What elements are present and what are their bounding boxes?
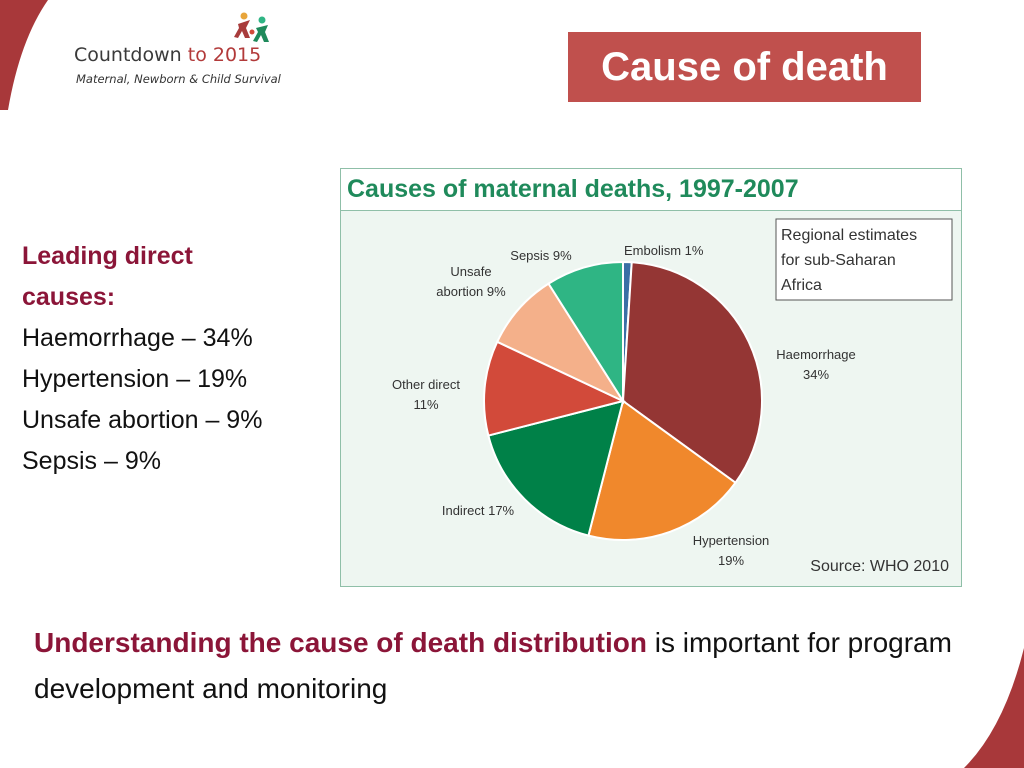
slice-label-indirect: Indirect 17% — [442, 503, 515, 518]
countdown-logo: Countdown to 2015 Maternal, Newborn & Ch… — [74, 10, 304, 90]
slice-label-line: Indirect 17% — [442, 503, 515, 518]
slice-label-line: 19% — [718, 553, 744, 568]
slice-label-line: Hypertension — [693, 533, 770, 548]
slice-label-sepsis: Sepsis 9% — [510, 248, 572, 263]
pie-slice-haemorrhage — [621, 261, 763, 485]
annotation-line: for sub-Saharan — [781, 252, 896, 269]
slice-label-line: 34% — [803, 367, 829, 382]
bottom-statement-emphasis: Understanding the cause of death distrib… — [34, 627, 647, 658]
pie-chart: Embolism 1% Haemorrhage 34% Hypertension 19%… — [392, 218, 953, 575]
leading-causes-heading-line1: Leading direct — [22, 242, 193, 270]
annotation-line: Africa — [781, 277, 822, 294]
leading-causes-panel: Leading direct causes: Haemorrhage – 34%… — [22, 236, 342, 482]
pie-slice-hypertension — [587, 399, 737, 541]
slice-label-line: abortion 9% — [436, 284, 506, 299]
logo-name-part2: to 2015 — [187, 44, 262, 66]
bottom-statement: Understanding the cause of death distrib… — [34, 620, 974, 712]
logo-name: Countdown to 2015 — [74, 44, 261, 66]
corner-decoration-top-left — [0, 0, 48, 110]
logo-name-part1: Countdown — [74, 44, 182, 66]
chart-title: Causes of maternal deaths, 1997-2007 — [341, 169, 961, 211]
leading-cause-item: Haemorrhage – 34% — [22, 324, 253, 352]
pie-slice-unsafe-abortion — [495, 282, 626, 404]
slice-label-line: Embolism 1% — [624, 243, 704, 258]
figures-logo-icon — [234, 12, 269, 42]
bottom-statement-rest: is important for program development and… — [34, 627, 952, 704]
logo-subtitle: Maternal, Newborn & Child Survival — [76, 72, 281, 86]
pie-slice-other-direct — [483, 340, 626, 437]
slice-label-line: Sepsis 9% — [510, 248, 572, 263]
slice-label-line: Other direct — [392, 377, 460, 392]
leading-cause-item: Unsafe abortion – 9% — [22, 406, 263, 434]
leading-cause-item: Sepsis – 9% — [22, 447, 161, 475]
slice-label-line: Haemorrhage — [776, 347, 856, 362]
corner-decoration-bottom-right — [964, 648, 1024, 768]
slice-label-embolism: Embolism 1% — [624, 243, 704, 258]
slice-label-hypertension: Hypertension 19% — [693, 533, 770, 568]
annotation-line: Regional estimates — [781, 227, 917, 244]
slice-label-line: 11% — [413, 397, 438, 412]
slide-title: Cause of death — [568, 32, 921, 102]
slice-label-line: Unsafe — [450, 264, 491, 279]
slice-label-other-direct: Other direct 11% — [392, 377, 460, 412]
leading-cause-item: Hypertension – 19% — [22, 365, 248, 393]
annotation-text: Regional estimates for sub-Saharan Africa — [781, 227, 917, 294]
chart-panel: Embolism 1% Haemorrhage 34% Hypertension 19%… — [340, 168, 962, 587]
pie-slice-sepsis — [547, 260, 624, 405]
pie-slice-indirect — [487, 399, 625, 537]
chart-source: Source: WHO 2010 — [810, 558, 949, 575]
leading-causes-heading-line2: causes: — [22, 283, 116, 311]
slice-label-unsafe-abortion: Unsafe abortion 9% — [436, 264, 506, 299]
slice-label-haemorrhage: Haemorrhage 34% — [776, 347, 856, 382]
annotation-box — [775, 218, 953, 301]
